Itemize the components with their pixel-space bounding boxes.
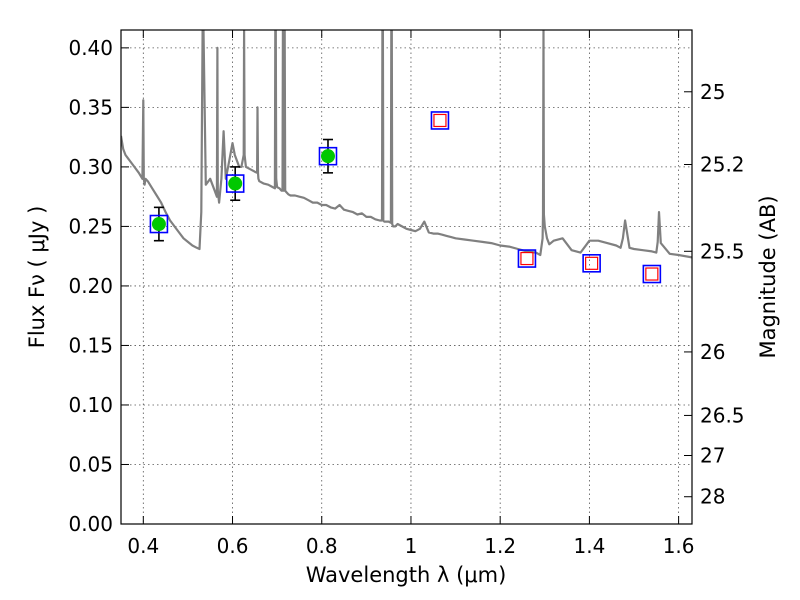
x-axis-label: Wavelength λ (μm): [306, 563, 507, 587]
y-tick-label: 0.25: [68, 214, 113, 238]
y-tick-label: 0.05: [68, 452, 113, 476]
y-tick-label: 0.15: [68, 333, 113, 357]
ticks-layer: 0.4 0.6 0.8 1 1.2 1.4 1.6 0.00 0.05 0.10 0.15 0.20 0…: [68, 30, 745, 558]
band-box: [149, 214, 169, 234]
y-tick-label: 0.20: [68, 274, 113, 298]
open-square-marker: [645, 267, 659, 281]
model-sed-line: [121, 30, 692, 259]
grid-layer: [121, 30, 692, 525]
plot-frame: [120, 29, 693, 525]
data-point: [318, 138, 338, 174]
mag-tick-label: 26.5: [700, 403, 745, 427]
mag-tick-label: 25: [700, 80, 725, 104]
mag-tick-label: 25.5: [700, 239, 745, 263]
y-axis-label: Flux Fν ( μJy ): [25, 206, 49, 349]
y-tick-label: 0.00: [68, 512, 113, 536]
y-tick-label: 0.40: [68, 36, 113, 60]
data-point: [430, 111, 450, 130]
band-box: [225, 174, 245, 193]
x-tick-label: 1.2: [484, 534, 516, 558]
data-point: [517, 249, 537, 268]
band-box: [318, 146, 338, 166]
flux-marker: [151, 217, 166, 232]
x-tick-label: 1.4: [573, 534, 605, 558]
data-point: [582, 254, 601, 273]
open-square-marker: [520, 251, 534, 266]
y-tick-label: 0.10: [68, 393, 113, 417]
band-box: [642, 264, 662, 284]
x-tick-label: 0.6: [217, 534, 249, 558]
open-square-marker: [433, 113, 447, 128]
flux-marker: [320, 149, 335, 164]
x-tick-label: 0.4: [127, 534, 159, 558]
data-point: [642, 264, 662, 284]
y-tick-label: 0.35: [68, 95, 113, 119]
open-square-marker: [585, 256, 599, 270]
data-point: [149, 206, 169, 242]
flux-marker: [228, 176, 243, 191]
band-box: [430, 111, 450, 130]
mag-tick-label: 27: [700, 443, 725, 467]
y-tick-label: 0.30: [68, 155, 113, 179]
band-box: [517, 249, 537, 268]
y2-axis-label: Magnitude (AB): [756, 195, 780, 358]
mag-tick-label: 25.2: [700, 152, 745, 176]
data-point: [225, 166, 245, 202]
mag-tick-label: 28: [700, 485, 725, 509]
mag-tick-label: 26: [700, 340, 725, 364]
markers-layer: [149, 111, 662, 284]
band-box: [582, 254, 601, 273]
x-tick-label: 1.6: [663, 534, 695, 558]
x-tick-label: 1: [405, 534, 418, 558]
x-tick-label: 0.8: [306, 534, 338, 558]
